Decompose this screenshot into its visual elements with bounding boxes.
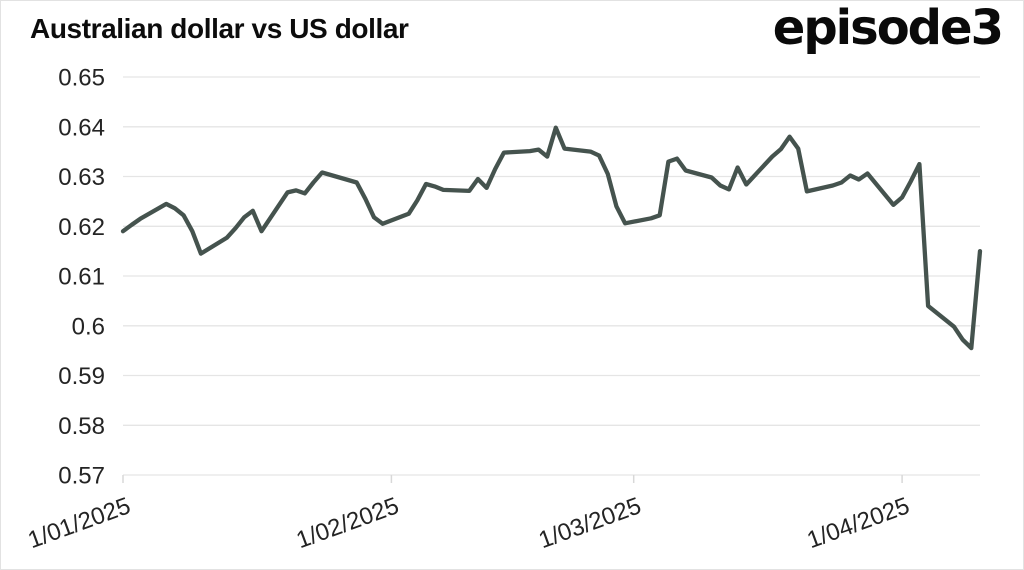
y-tick-label: 0.58 [58,413,105,440]
y-tick-label: 0.57 [58,463,105,490]
price-line [120,125,983,351]
y-tick-label: 0.6 [72,313,105,340]
page-title: Australian dollar vs US dollar [30,13,409,44]
y-tick-label: 0.64 [58,114,105,141]
x-tick-label: 1/02/2025 [293,492,403,554]
x-tick-label: 1/03/2025 [535,492,645,554]
x-tick-label: 1/01/2025 [24,492,134,554]
y-tick-label: 0.62 [58,214,105,241]
x-tick-label: 1/04/2025 [804,492,914,554]
y-tick-label: 0.59 [58,363,105,390]
y-tick-label: 0.63 [58,164,105,191]
y-tick-label: 0.65 [58,65,105,92]
episode3-logo: episode3 [772,0,1004,56]
y-tick-label: 0.61 [58,264,105,291]
